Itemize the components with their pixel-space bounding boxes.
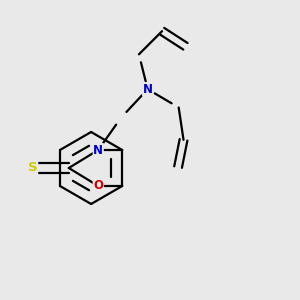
Text: S: S [28,161,38,175]
Text: O: O [93,179,103,193]
Text: N: N [143,83,153,96]
Text: N: N [93,143,103,157]
